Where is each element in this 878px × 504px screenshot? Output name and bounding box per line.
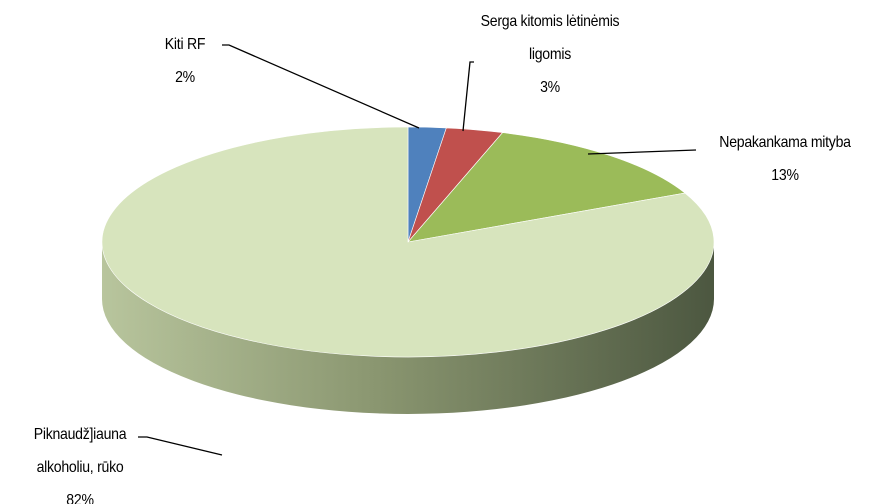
slice-label: Nepakankama mityba 13% <box>693 126 878 192</box>
slice <box>101 126 715 358</box>
category-name: Kiti RF <box>164 36 206 53</box>
category-name: Serga kitomis lėtinėmis ligomis <box>480 13 620 63</box>
slice-label: Kiti RF 2% <box>132 28 238 94</box>
slice-side <box>102 242 714 414</box>
leader-line <box>138 436 223 456</box>
leader-line <box>462 61 474 132</box>
percent-label: 2% <box>175 69 195 86</box>
leader-line <box>587 149 697 155</box>
slice-label: Serga kitomis lėtinėmis ligomis 3% <box>480 5 621 104</box>
percent-label: 82% <box>66 492 94 504</box>
slice-label: Piknaudž]iauna alkoholiu, rūko 82% <box>10 418 151 504</box>
category-name: Nepakankama mityba <box>719 134 851 151</box>
percent-label: 13% <box>771 167 799 184</box>
percent-label: 3% <box>540 79 560 96</box>
category-name: Piknaudž]iauna alkoholiu, rūko <box>33 426 127 476</box>
slice <box>407 132 686 243</box>
leader-line <box>222 44 420 129</box>
